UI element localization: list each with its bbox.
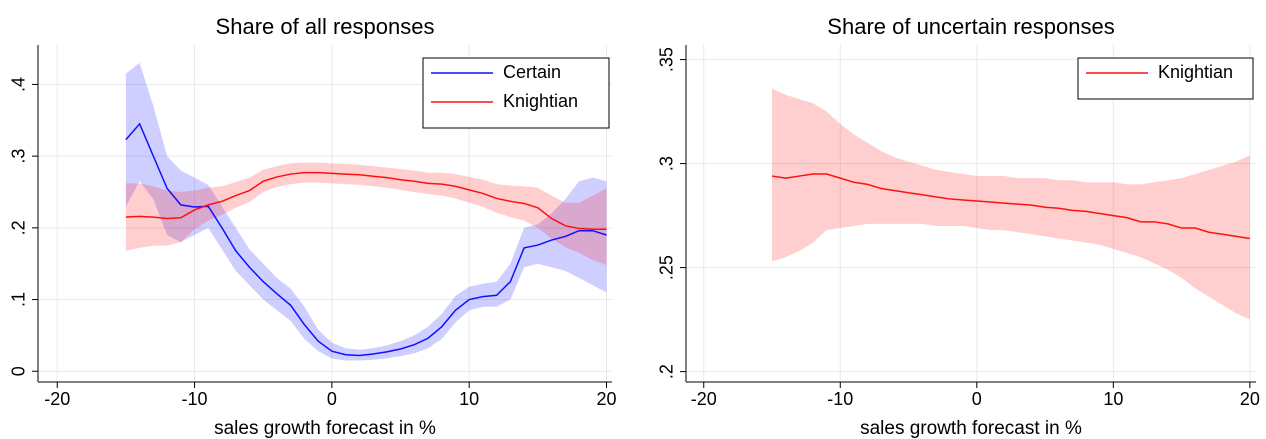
y-tick-label: .3: [657, 156, 677, 171]
series-line: [771, 173, 1250, 240]
x-tick-label: -10: [827, 389, 853, 409]
y-tick-label: .3: [9, 149, 29, 164]
series-line: [125, 171, 607, 231]
y-tick-label: .35: [657, 47, 677, 72]
chart-title: Share of uncertain responses: [827, 14, 1114, 39]
x-tick-label: -20: [44, 389, 70, 409]
legend-box: [1077, 57, 1254, 100]
x-axis-title: sales growth forecast in %: [860, 418, 1082, 439]
x-tick-label: 0: [972, 389, 982, 409]
y-tick-label: .4: [9, 77, 29, 92]
legend-label: Knightian: [503, 91, 578, 111]
x-tick-label: 20: [596, 389, 616, 409]
y-tick-label: .2: [657, 364, 677, 379]
x-tick-label: 20: [1240, 389, 1260, 409]
legend-box: [422, 57, 610, 129]
chart-title: Share of all responses: [216, 14, 435, 39]
x-tick-label: -20: [691, 389, 717, 409]
confidence-band: [125, 162, 607, 266]
y-tick-label: .2: [9, 220, 29, 235]
y-tick-label: 0: [9, 366, 29, 376]
legend-label: Certain: [503, 62, 561, 82]
x-tick-label: 10: [459, 389, 479, 409]
y-tick-label: .25: [657, 255, 677, 280]
x-axis-title: sales growth forecast in %: [214, 418, 436, 439]
confidence-band: [125, 62, 607, 361]
y-tick-label: .1: [9, 292, 29, 307]
x-tick-label: -10: [182, 389, 208, 409]
panel: Share of all responses sales growth forec…: [9, 14, 617, 439]
x-tick-label: 0: [327, 389, 337, 409]
legend-label: Knightian: [1158, 62, 1233, 82]
x-tick-label: 10: [1103, 389, 1123, 409]
panel: Share of uncertain responses sales growth…: [657, 14, 1260, 439]
